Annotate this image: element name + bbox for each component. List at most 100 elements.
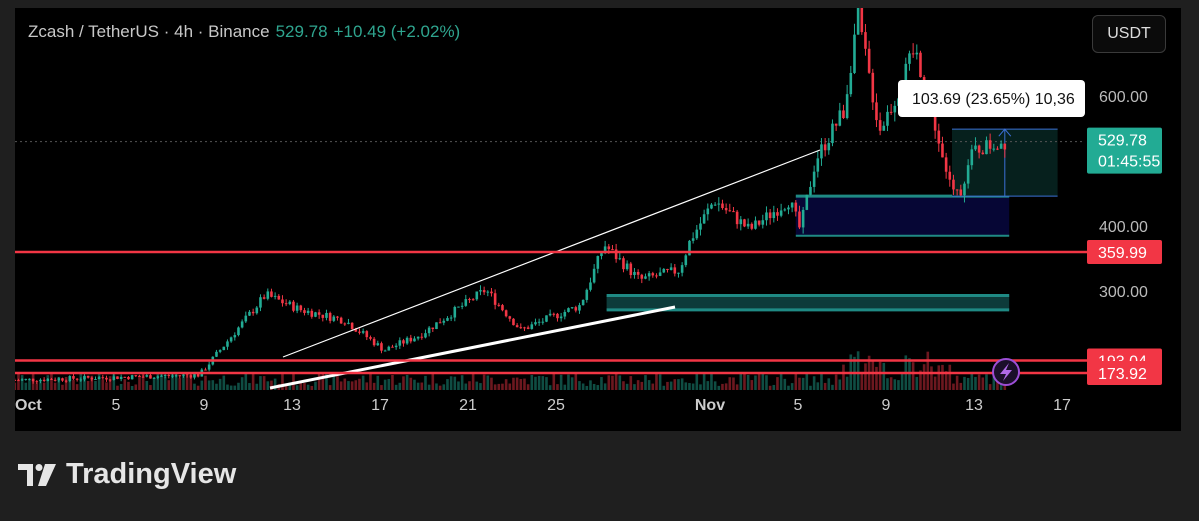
volume-bar (171, 373, 174, 390)
candle-body (970, 149, 974, 166)
volume-bar (948, 364, 952, 390)
volume-bar (937, 365, 941, 390)
volume-bar (970, 372, 974, 390)
candle-body (119, 376, 123, 379)
chart-canvas[interactable]: 103.69 (23.65%) 10,36 600.00 400.00 300.00 5… (15, 8, 1181, 431)
volume-bar (123, 379, 127, 390)
tradingview-logo-icon (18, 463, 56, 486)
volume-bar (240, 377, 244, 390)
volume-bar (75, 384, 79, 390)
candle-body (526, 327, 530, 329)
volume-bar (636, 380, 640, 390)
candle-body (178, 375, 182, 377)
candle-body (218, 350, 222, 352)
candle-body (402, 340, 405, 344)
volume-bar (559, 374, 563, 390)
candle-body (596, 256, 600, 269)
volume-bar (735, 384, 739, 390)
volume-bar (160, 373, 163, 390)
volume-bar (339, 381, 343, 390)
candle-body (317, 312, 321, 315)
volume-bar (754, 375, 757, 390)
volume-bar (959, 382, 963, 390)
candle-body (625, 263, 629, 270)
volume-bar (39, 382, 42, 390)
price-tick: 300.00 (1099, 284, 1148, 301)
candle-body (138, 375, 141, 377)
candle-body (380, 343, 383, 351)
volume-bar (757, 373, 761, 390)
volume-bar (633, 384, 636, 390)
candle-body (772, 212, 776, 219)
volume-bar (431, 373, 435, 390)
candle-body (534, 322, 537, 325)
candle-body (798, 211, 801, 228)
volume-bar (306, 384, 310, 390)
volume-bar (90, 375, 94, 390)
candle-body (284, 303, 288, 305)
chart-area[interactable]: 103.69 (23.65%) 10,36 600.00 400.00 300.00 5… (15, 8, 1181, 431)
candle-body (376, 343, 380, 346)
candle-body (592, 268, 596, 283)
candle-body (446, 318, 449, 321)
candle-body (750, 223, 754, 229)
candle-body (677, 272, 680, 274)
volume-bar (442, 384, 446, 390)
volume-bar (886, 378, 889, 390)
volume-bar (684, 382, 688, 390)
candle-body (541, 321, 545, 323)
volume-bar (809, 385, 812, 390)
candle-body (644, 276, 647, 279)
candle-body (292, 301, 295, 311)
candle-body (691, 238, 695, 241)
volume-bar (728, 377, 732, 390)
candle-body (354, 329, 358, 332)
candle-body (585, 289, 589, 300)
volume-bar (449, 376, 453, 390)
tradingview-logo: TradingView (18, 458, 236, 491)
volume-bar (387, 379, 391, 390)
volume-bar (215, 383, 218, 390)
volume-bar (24, 382, 28, 390)
volume-bar (83, 377, 86, 390)
candle-body (695, 229, 699, 239)
candle-body (754, 220, 757, 229)
candle-body (823, 144, 827, 151)
volume-bar (930, 366, 933, 390)
candle-body (702, 214, 706, 224)
candle-body (130, 375, 134, 380)
candle-body (765, 212, 768, 221)
candle-body (314, 312, 317, 317)
candle-body (350, 322, 354, 330)
candle-body (589, 282, 592, 290)
volume-bar (589, 380, 592, 390)
volume-bar (413, 379, 416, 390)
candle-body (61, 378, 64, 381)
volume-bar (303, 382, 306, 390)
lightning-icon[interactable] (992, 358, 1020, 386)
candle-body (391, 346, 394, 348)
candle-body (559, 316, 563, 319)
candle-body (339, 317, 343, 324)
volume-bar (266, 381, 270, 390)
candle-body (574, 307, 578, 311)
volume-bar (519, 378, 523, 390)
volume-bar (787, 385, 790, 390)
volume-bar (585, 385, 589, 390)
volume-bar (662, 385, 666, 390)
volume-bar (563, 384, 567, 390)
candle-body (886, 111, 889, 126)
volume-bar (893, 379, 897, 390)
volume-bar (468, 381, 471, 390)
candle-body (343, 323, 347, 325)
volume-bar (515, 377, 519, 390)
candle-body (468, 299, 471, 301)
volume-bar (376, 375, 380, 390)
volume-bar (409, 377, 413, 390)
candle-body (706, 208, 710, 215)
volume-bar (116, 385, 119, 390)
candle-body (563, 311, 567, 317)
candle-body (328, 312, 332, 321)
currency-button[interactable]: USDT (1092, 15, 1166, 53)
candle-body (633, 271, 636, 276)
